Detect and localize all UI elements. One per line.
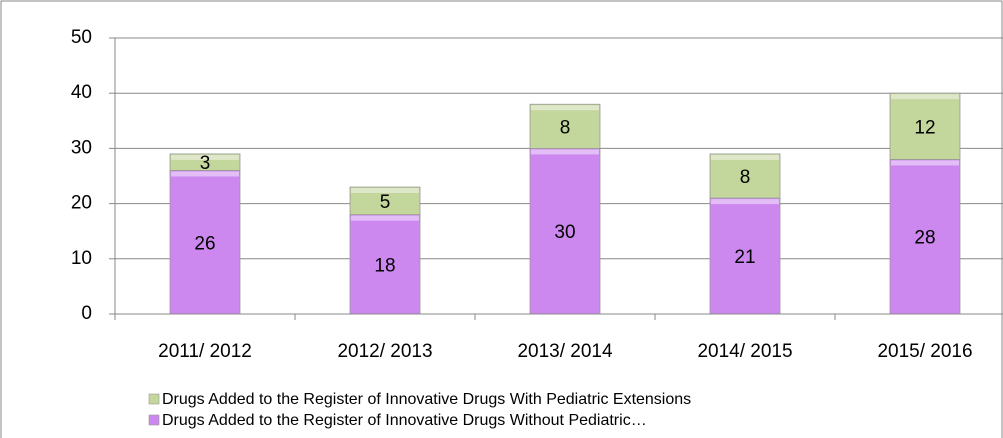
- x-tick-label: 2012/ 2013: [337, 341, 432, 362]
- y-tick-label: 10: [71, 248, 92, 269]
- bar-highlight: [891, 94, 959, 100]
- bar-highlight: [351, 215, 419, 221]
- y-tick-label: 30: [71, 137, 92, 158]
- y-tick-label: 40: [71, 82, 92, 103]
- data-label: 8: [560, 117, 571, 138]
- legend-label: Drugs Added to the Register of Innovativ…: [162, 412, 647, 429]
- legend-swatch: [148, 393, 160, 405]
- bar-segment: [529, 103, 601, 149]
- legend-swatch: [148, 414, 160, 426]
- data-label: 12: [914, 117, 935, 138]
- bar-segment: [709, 153, 781, 199]
- y-tick-label: 50: [71, 27, 92, 48]
- bar-highlight: [351, 188, 419, 194]
- y-tick-label: 0: [81, 303, 92, 324]
- data-label: 28: [914, 228, 935, 249]
- bar-highlight: [171, 171, 239, 177]
- bar-highlight: [711, 154, 779, 160]
- data-label: 21: [734, 247, 755, 268]
- y-tick-label: 20: [71, 193, 92, 214]
- bar-segment: [709, 197, 781, 315]
- bar-segment: [169, 153, 241, 171]
- bar-highlight: [711, 199, 779, 205]
- bar-highlight: [531, 105, 599, 111]
- data-label: 8: [740, 167, 751, 188]
- data-label: 30: [554, 222, 575, 243]
- x-tick-label: 2013/ 2014: [517, 341, 613, 362]
- bar-highlight: [531, 149, 599, 155]
- data-label: 3: [200, 153, 211, 174]
- x-tick-label: 2015/ 2016: [877, 341, 972, 362]
- data-label: 5: [380, 192, 391, 213]
- bar-highlight: [171, 154, 239, 160]
- data-label: 18: [374, 255, 395, 276]
- bar-segment: [349, 186, 421, 216]
- bar-segment: [889, 92, 961, 160]
- x-tick-label: 2014/ 2015: [697, 341, 792, 362]
- data-label: 26: [194, 233, 215, 254]
- legend-label: Drugs Added to the Register of Innovativ…: [162, 391, 691, 408]
- x-tick-label: 2011/ 2012: [158, 341, 252, 362]
- bar-highlight: [891, 160, 959, 166]
